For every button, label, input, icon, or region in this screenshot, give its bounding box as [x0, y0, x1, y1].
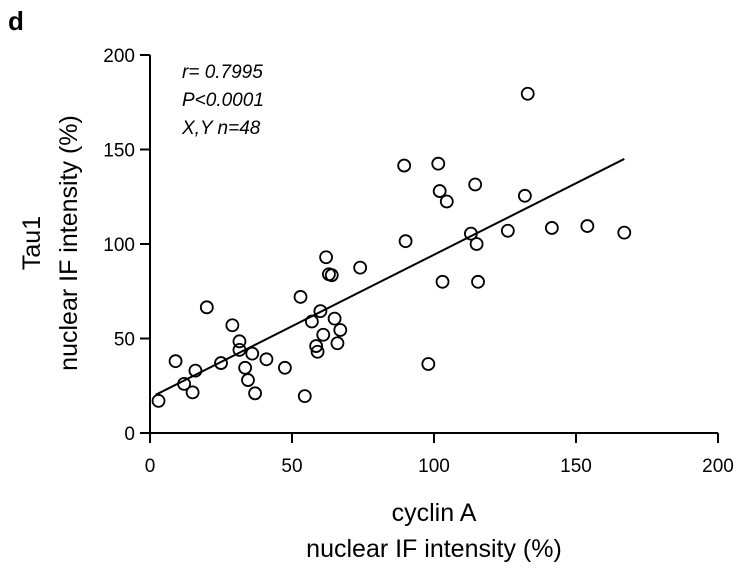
y-tick-label: 50: [114, 330, 135, 351]
x-tick-label: 150: [560, 456, 592, 477]
data-point: [319, 250, 333, 265]
data-point: [324, 268, 339, 283]
data-point: [241, 373, 255, 387]
x-tick-label: 50: [281, 456, 302, 477]
y-axis-title-line2: nuclear IF intensity (%): [55, 115, 83, 371]
y-tick-label: 0: [124, 424, 135, 445]
data-point: [580, 219, 595, 233]
data-point: [214, 356, 228, 370]
y-axis-title-line1: Tau1: [18, 216, 46, 270]
data-point: [151, 393, 166, 408]
data-point: [517, 188, 532, 203]
stat-p-value: P<0.0001: [182, 90, 264, 111]
data-point: [333, 323, 348, 337]
x-axis-title: cyclin A nuclear IF intensity (%): [306, 499, 562, 563]
data-point: [248, 386, 262, 401]
stats-annotation: r= 0.7995 P<0.0001 X,Y n=48: [181, 62, 264, 139]
panel-label: d: [8, 6, 24, 36]
data-point: [327, 311, 342, 326]
data-point: [520, 86, 535, 101]
y-tick-label: 100: [103, 235, 135, 256]
data-point: [435, 274, 450, 289]
y-tick-label: 200: [103, 46, 135, 67]
data-point: [238, 360, 253, 375]
x-tick-label: 200: [702, 456, 734, 477]
data-point: [398, 234, 413, 249]
data-point: [245, 346, 260, 361]
data-point: [617, 225, 632, 240]
data-point: [297, 389, 312, 404]
data-point: [439, 194, 454, 209]
data-point: [313, 304, 328, 318]
data-point: [431, 156, 446, 171]
data-point: [168, 354, 183, 369]
stat-correlation: r= 0.7995: [182, 62, 263, 83]
data-point: [330, 336, 345, 351]
data-point: [421, 357, 436, 371]
y-axis-title: Tau1 nuclear IF intensity (%): [18, 115, 83, 371]
stat-n: X,Y n=48: [181, 118, 261, 139]
x-axis-title-line2: nuclear IF intensity (%): [306, 535, 562, 563]
axes: 0 50 100 150 200 0 50 100 150 200: [103, 46, 734, 477]
data-point: [277, 360, 292, 375]
data-point: [310, 344, 325, 359]
data-point: [199, 300, 214, 315]
regression-line-group: [155, 158, 625, 396]
data-point: [544, 221, 559, 235]
x-tick-label: 100: [418, 456, 450, 477]
data-point: [432, 184, 447, 198]
data-point: [353, 260, 368, 275]
data-point: [500, 223, 515, 238]
data-point: [471, 274, 485, 289]
data-point: [188, 363, 203, 378]
data-point: [225, 318, 240, 333]
data-point: [185, 385, 200, 400]
regression-line: [155, 158, 625, 396]
data-point: [468, 177, 483, 192]
data-point: [309, 339, 324, 353]
x-axis-title-line1: cyclin A: [392, 499, 477, 527]
data-point: [232, 334, 247, 349]
data-point: [316, 327, 331, 342]
data-point: [397, 158, 412, 173]
x-tick-label: 0: [145, 456, 156, 477]
data-points: [151, 86, 632, 408]
y-tick-label: 150: [103, 141, 135, 162]
data-point: [469, 237, 484, 251]
data-point: [293, 290, 308, 304]
data-point: [259, 352, 274, 367]
